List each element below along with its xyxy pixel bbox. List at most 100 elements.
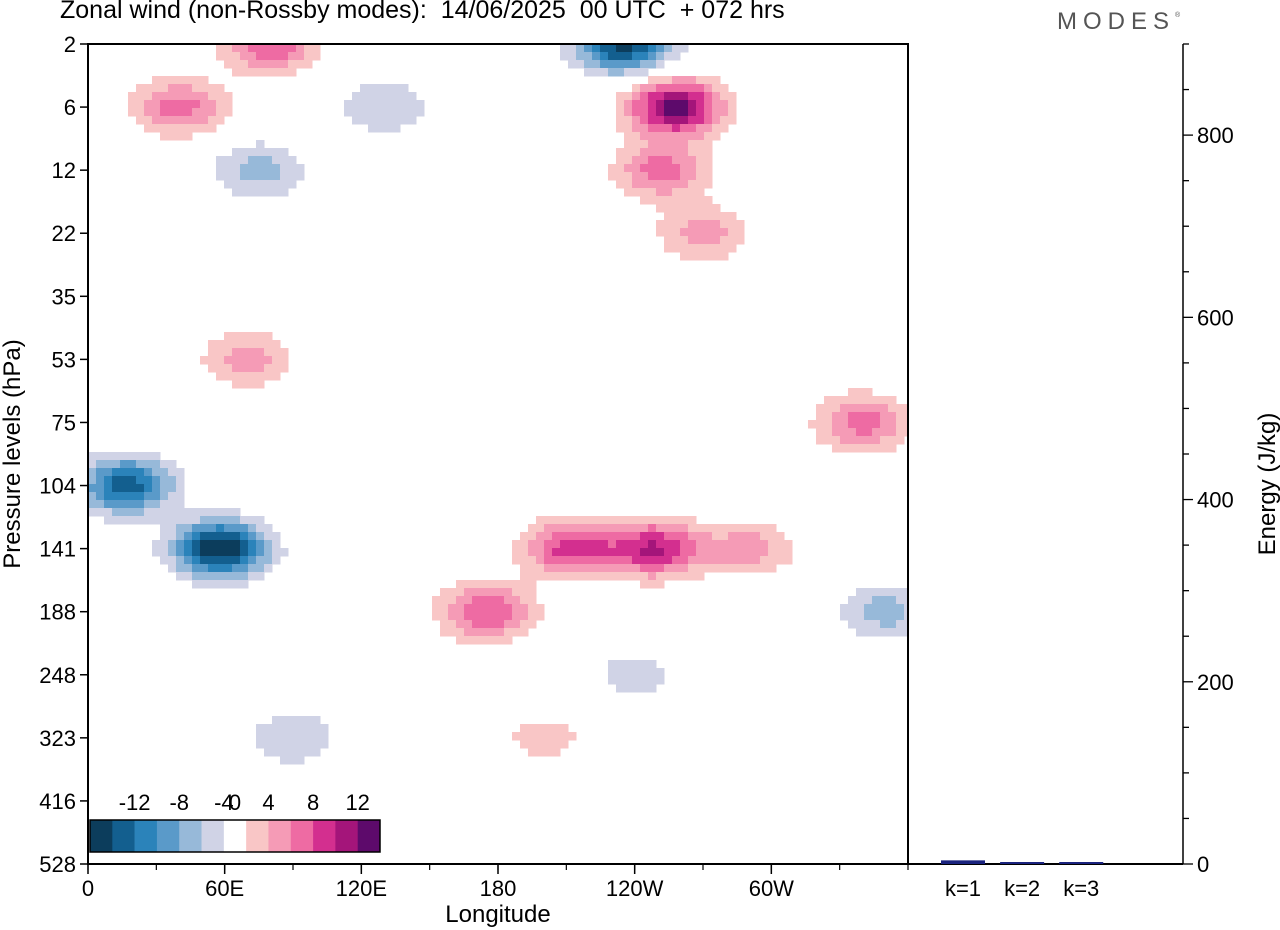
field-cell xyxy=(128,500,137,509)
field-cell xyxy=(680,244,689,253)
field-cell xyxy=(696,172,705,181)
field-cell xyxy=(616,172,625,181)
field-cell xyxy=(584,540,593,549)
field-cell xyxy=(112,492,121,501)
field-cell xyxy=(744,556,753,565)
field-cell xyxy=(456,636,465,645)
field-cell xyxy=(640,180,649,189)
field-cell xyxy=(264,364,273,373)
field-cell xyxy=(472,580,481,589)
field-cell xyxy=(536,740,545,749)
field-cell xyxy=(880,604,889,613)
field-cell xyxy=(680,180,689,189)
field-cell xyxy=(624,92,633,101)
field-cell xyxy=(88,500,97,509)
field-cell xyxy=(504,636,513,645)
field-cell xyxy=(432,612,441,621)
field-cell xyxy=(88,484,97,493)
field-cell xyxy=(208,84,217,93)
field-cell xyxy=(272,172,281,181)
field-cell xyxy=(648,516,657,525)
field-cell xyxy=(656,156,665,165)
field-cell xyxy=(600,524,609,533)
field-cell xyxy=(672,108,681,117)
field-cell xyxy=(520,724,529,733)
field-cell xyxy=(96,468,105,477)
y-tick-label: 35 xyxy=(52,284,76,309)
colorbar-label: 8 xyxy=(307,790,319,815)
field-cell xyxy=(672,180,681,189)
field-cell xyxy=(240,164,249,173)
field-cell xyxy=(296,716,305,725)
field-cell xyxy=(656,140,665,149)
field-cell xyxy=(768,540,777,549)
field-cell xyxy=(624,140,633,149)
field-cell xyxy=(272,724,281,733)
field-cell xyxy=(528,596,537,605)
field-cell xyxy=(376,84,385,93)
field-cell xyxy=(864,604,873,613)
field-cell xyxy=(264,156,273,165)
field-cell xyxy=(656,76,665,85)
field-cell xyxy=(848,420,857,429)
field-cell xyxy=(344,108,353,117)
field-cell xyxy=(672,516,681,525)
field-cell xyxy=(888,404,897,413)
field-cell xyxy=(248,532,257,541)
field-cell xyxy=(440,620,449,629)
field-cell xyxy=(576,52,585,61)
field-cell xyxy=(560,532,569,541)
field-cell xyxy=(560,740,569,749)
field-cell xyxy=(632,108,641,117)
field-cell xyxy=(144,484,153,493)
field-cell xyxy=(176,524,185,533)
field-cell xyxy=(352,100,361,109)
field-cell xyxy=(120,476,129,485)
field-cell xyxy=(592,524,601,533)
field-cell xyxy=(648,684,657,693)
field-cell xyxy=(192,92,201,101)
field-cell xyxy=(608,548,617,557)
field-cell xyxy=(720,124,729,133)
field-cell xyxy=(680,516,689,525)
field-cell xyxy=(392,84,401,93)
plot-background xyxy=(88,44,908,864)
field-cell xyxy=(616,60,625,69)
field-cell xyxy=(488,620,497,629)
field-cell xyxy=(288,60,297,69)
field-cell xyxy=(624,44,633,53)
field-cell xyxy=(488,580,497,589)
field-cell xyxy=(584,68,593,77)
field-cell xyxy=(224,556,233,565)
field-cell xyxy=(560,540,569,549)
field-cell xyxy=(672,148,681,157)
field-cell xyxy=(256,156,265,165)
field-cell xyxy=(688,252,697,261)
field-cell xyxy=(688,228,697,237)
field-cell xyxy=(648,124,657,133)
field-cell xyxy=(248,188,257,197)
field-cell xyxy=(664,228,673,237)
field-cell xyxy=(264,356,273,365)
field-cell xyxy=(192,124,201,133)
field-cell xyxy=(728,524,737,533)
field-cell xyxy=(248,60,257,69)
field-cell xyxy=(104,484,113,493)
y-axis-title: Pressure levels (hPa) xyxy=(0,339,26,568)
x-axis-title: Longitude xyxy=(445,901,550,928)
field-cell xyxy=(704,556,713,565)
field-cell xyxy=(152,460,161,469)
field-cell xyxy=(528,724,537,733)
field-cell xyxy=(192,508,201,517)
field-cell xyxy=(888,596,897,605)
field-cell xyxy=(128,508,137,517)
field-cell xyxy=(624,684,633,693)
field-cell xyxy=(152,540,161,549)
field-cell xyxy=(136,500,145,509)
field-cell xyxy=(240,564,249,573)
field-cell xyxy=(232,60,241,69)
field-cell xyxy=(216,172,225,181)
field-cell xyxy=(616,44,625,53)
field-cell xyxy=(488,636,497,645)
field-cell xyxy=(176,572,185,581)
